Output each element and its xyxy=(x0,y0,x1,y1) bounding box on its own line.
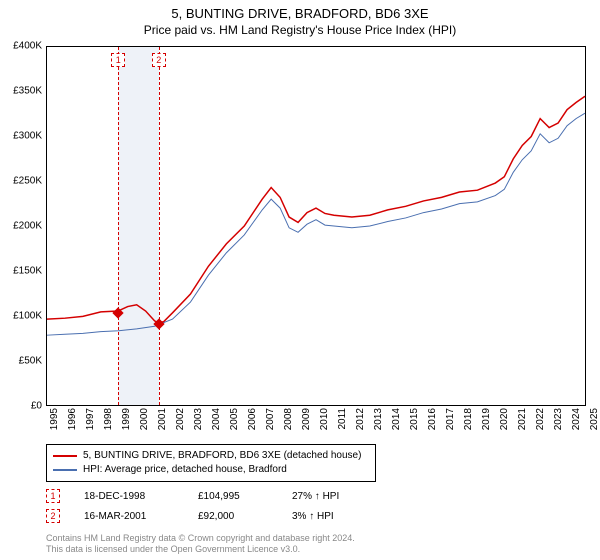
legend-swatch-property xyxy=(53,455,77,457)
x-tick: 2009 xyxy=(301,408,312,438)
sale-marker-2-num: 2 xyxy=(50,511,55,521)
x-tick: 2006 xyxy=(247,408,258,438)
x-tick: 2011 xyxy=(337,408,348,438)
y-tick: £350K xyxy=(2,86,42,97)
x-tick: 2025 xyxy=(589,408,600,438)
x-tick: 2021 xyxy=(517,408,528,438)
x-tick: 2008 xyxy=(283,408,294,438)
x-tick: 2002 xyxy=(175,408,186,438)
attribution: Contains HM Land Registry data © Crown c… xyxy=(46,533,355,556)
sale-delta: 3% ↑ HPI xyxy=(292,511,334,522)
title-block: 5, BUNTING DRIVE, BRADFORD, BD6 3XE Pric… xyxy=(0,0,600,37)
sales-row: 1 18-DEC-1998 £104,995 27% ↑ HPI xyxy=(46,486,339,506)
x-tick: 2004 xyxy=(211,408,222,438)
x-tick: 2022 xyxy=(535,408,546,438)
sale-date: 16-MAR-2001 xyxy=(84,511,174,522)
x-tick: 2016 xyxy=(427,408,438,438)
chart-lines xyxy=(47,47,585,405)
x-tick: 2014 xyxy=(391,408,402,438)
x-tick: 2015 xyxy=(409,408,420,438)
sales-table: 1 18-DEC-1998 £104,995 27% ↑ HPI 2 16-MA… xyxy=(46,486,339,526)
x-tick: 2007 xyxy=(265,408,276,438)
x-tick: 2010 xyxy=(319,408,330,438)
x-tick: 2003 xyxy=(193,408,204,438)
y-tick: £200K xyxy=(2,221,42,232)
x-tick: 2017 xyxy=(445,408,456,438)
chart-subtitle: Price paid vs. HM Land Registry's House … xyxy=(0,23,600,37)
x-tick: 2019 xyxy=(481,408,492,438)
legend-item-hpi: HPI: Average price, detached house, Brad… xyxy=(53,463,369,477)
x-tick: 2012 xyxy=(355,408,366,438)
sale-marker-2: 2 xyxy=(46,509,60,523)
legend-swatch-hpi xyxy=(53,469,77,471)
series-hpi xyxy=(47,113,585,335)
y-tick: £250K xyxy=(2,176,42,187)
sale-price: £92,000 xyxy=(198,511,268,522)
y-tick: £150K xyxy=(2,266,42,277)
sale-delta: 27% ↑ HPI xyxy=(292,491,339,502)
x-tick: 2013 xyxy=(373,408,384,438)
y-tick: £400K xyxy=(2,41,42,52)
attribution-line2: This data is licensed under the Open Gov… xyxy=(46,544,355,556)
x-tick: 1996 xyxy=(67,408,78,438)
attribution-line1: Contains HM Land Registry data © Crown c… xyxy=(46,533,355,545)
sale-marker-1: 1 xyxy=(46,489,60,503)
y-tick: £100K xyxy=(2,311,42,322)
sale-marker-1-num: 1 xyxy=(50,491,55,501)
series-property xyxy=(47,96,585,322)
legend-label-property: 5, BUNTING DRIVE, BRADFORD, BD6 3XE (det… xyxy=(83,449,361,463)
chart-title: 5, BUNTING DRIVE, BRADFORD, BD6 3XE xyxy=(0,6,600,21)
legend: 5, BUNTING DRIVE, BRADFORD, BD6 3XE (det… xyxy=(46,444,376,482)
x-tick: 2023 xyxy=(553,408,564,438)
x-tick: 2024 xyxy=(571,408,582,438)
x-tick: 2001 xyxy=(157,408,168,438)
sale-date: 18-DEC-1998 xyxy=(84,491,174,502)
legend-label-hpi: HPI: Average price, detached house, Brad… xyxy=(83,463,287,477)
x-tick: 2018 xyxy=(463,408,474,438)
x-tick: 2005 xyxy=(229,408,240,438)
chart-plot-area: 12 xyxy=(46,46,586,406)
y-tick: £50K xyxy=(2,356,42,367)
sale-price: £104,995 xyxy=(198,491,268,502)
x-tick: 2000 xyxy=(139,408,150,438)
y-tick: £0 xyxy=(2,401,42,412)
x-tick: 2020 xyxy=(499,408,510,438)
sales-row: 2 16-MAR-2001 £92,000 3% ↑ HPI xyxy=(46,506,339,526)
y-tick: £300K xyxy=(2,131,42,142)
x-tick: 1999 xyxy=(121,408,132,438)
x-tick: 1997 xyxy=(85,408,96,438)
legend-item-property: 5, BUNTING DRIVE, BRADFORD, BD6 3XE (det… xyxy=(53,449,369,463)
x-tick: 1998 xyxy=(103,408,114,438)
x-tick: 1995 xyxy=(49,408,60,438)
